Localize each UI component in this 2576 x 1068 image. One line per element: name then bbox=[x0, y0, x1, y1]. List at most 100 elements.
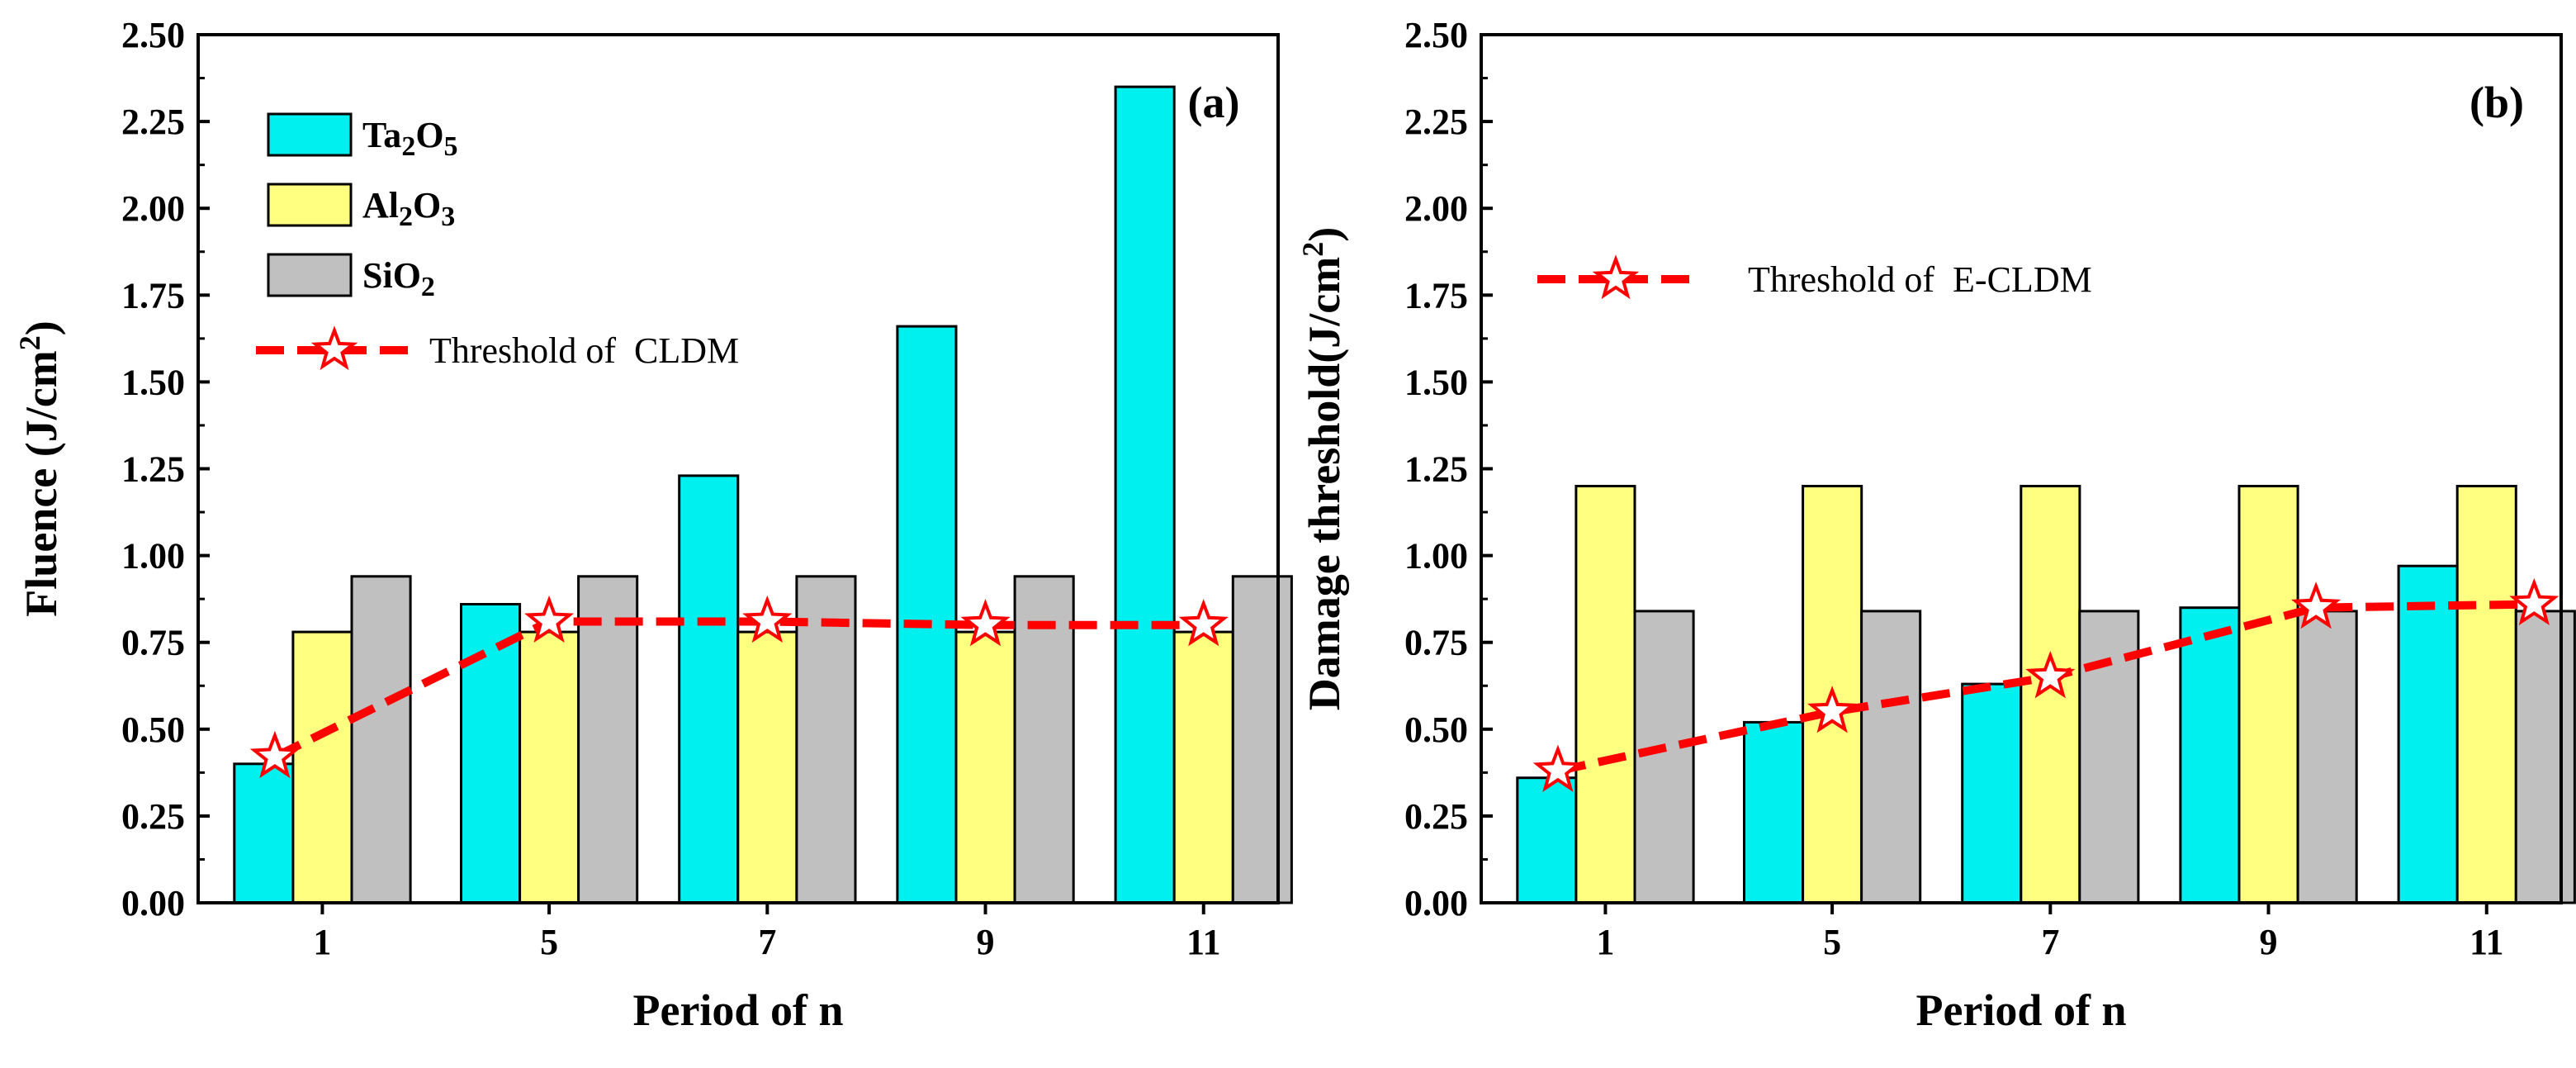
bar-Ta₂O₅-7 bbox=[678, 474, 740, 904]
legend-label-1: Al2O3 bbox=[362, 185, 455, 232]
bar-SiO₂-5 bbox=[577, 575, 639, 904]
bar-Al₂O₃-9 bbox=[954, 630, 1016, 904]
bar-Ta₂O₅-11 bbox=[2397, 564, 2459, 904]
legend-label-part: O bbox=[413, 185, 441, 225]
legend-label-part: 3 bbox=[441, 202, 455, 232]
bar-Ta₂O₅-1 bbox=[1516, 776, 1578, 904]
bar-Ta₂O₅-5 bbox=[1743, 720, 1805, 904]
chart-panel-0: 0.00 0.25 0.50 0.75 1.00 1.25 1.50 1.75 2.00 2.25… bbox=[13, 15, 1293, 1035]
y-tick-label: 0.25 bbox=[121, 796, 185, 837]
bar-Al₂O₃-11 bbox=[1172, 630, 1234, 904]
x-tick-label: 9 bbox=[2260, 922, 2278, 962]
y-tick-label: 2.50 bbox=[121, 15, 185, 55]
x-axis-title: Period of n bbox=[633, 985, 844, 1035]
x-tick-label: 5 bbox=[540, 922, 558, 962]
y-tick-label: 1.75 bbox=[1404, 275, 1468, 316]
legend-threshold-label: Threshold of CLDM bbox=[429, 330, 739, 371]
threshold-point-7 bbox=[2025, 651, 2076, 699]
bar-SiO₂-1 bbox=[1633, 610, 1695, 904]
legend-star-sample bbox=[1592, 254, 1640, 300]
threshold-point-1 bbox=[1532, 744, 1583, 792]
bar-Ta₂O₅-9 bbox=[896, 325, 958, 904]
bar-Al₂O₃-1 bbox=[1574, 485, 1636, 904]
y-tick-label: 1.25 bbox=[121, 449, 185, 490]
threshold-point-1 bbox=[249, 730, 300, 779]
bar-SiO₂-9 bbox=[2296, 610, 2358, 904]
y-tick-label: 2.00 bbox=[1404, 188, 1468, 229]
bar-Al₂O₃-1 bbox=[291, 630, 353, 904]
y-axis-title-text: Damage threshold(J/cm bbox=[1300, 257, 1349, 710]
x-tick-label: 7 bbox=[758, 922, 776, 962]
y-axis-title-text: Fluence (J/cm bbox=[17, 350, 66, 616]
bar-Ta₂O₅-9 bbox=[2179, 606, 2241, 904]
threshold-point-11 bbox=[2509, 577, 2559, 626]
y-tick-label: 0.50 bbox=[121, 710, 185, 750]
threshold-point-7 bbox=[742, 595, 793, 643]
y-axis-title-end: ) bbox=[17, 320, 66, 335]
y-tick-label: 1.00 bbox=[121, 536, 185, 577]
legend-label-part: 2 bbox=[401, 131, 415, 162]
y-tick-label: 0.00 bbox=[121, 883, 185, 923]
bar-SiO₂-7 bbox=[795, 575, 857, 904]
bar-Al₂O₃-7 bbox=[2020, 485, 2081, 904]
threshold-point-5 bbox=[524, 595, 575, 643]
x-tick-label: 7 bbox=[2041, 922, 2059, 962]
x-tick-label: 1 bbox=[313, 922, 331, 962]
panel-label: (a) bbox=[1188, 78, 1240, 127]
bar-Ta₂O₅-11 bbox=[1114, 85, 1176, 904]
x-tick-label: 11 bbox=[2469, 922, 2504, 962]
legend-label-2: SiO2 bbox=[362, 255, 435, 302]
bar-Ta₂O₅-5 bbox=[460, 603, 522, 904]
bar-Al₂O₃-11 bbox=[2455, 485, 2517, 904]
y-axis-title: Fluence (J/cm2) bbox=[13, 320, 66, 616]
y-tick-label: 1.00 bbox=[1404, 536, 1468, 577]
legend-star-sample bbox=[310, 325, 358, 371]
x-tick-label: 5 bbox=[1823, 922, 1841, 962]
y-tick-label: 0.50 bbox=[1404, 710, 1468, 750]
legend-swatch-0 bbox=[267, 112, 353, 157]
x-tick-label: 11 bbox=[1186, 922, 1221, 962]
legend-threshold-label: Threshold of E-CLDM bbox=[1748, 259, 2092, 300]
threshold-point-11 bbox=[1178, 599, 1229, 647]
bar-SiO₂-11 bbox=[1231, 575, 1293, 904]
bar-Al₂O₃-9 bbox=[2237, 485, 2299, 904]
legend-label-part: O bbox=[415, 115, 443, 155]
y-tick-label: 0.75 bbox=[121, 623, 185, 663]
y-tick-label: 1.25 bbox=[1404, 449, 1468, 490]
bar-Al₂O₃-5 bbox=[519, 630, 580, 904]
y-axis-title-sup: 2 bbox=[13, 335, 46, 350]
bar-Ta₂O₅-7 bbox=[1961, 682, 2023, 904]
y-tick-label: 1.75 bbox=[121, 275, 185, 316]
y-tick-label: 2.25 bbox=[121, 102, 185, 142]
legend-label-part: Ta bbox=[362, 115, 401, 155]
bar-SiO₂-1 bbox=[350, 575, 412, 904]
legend-swatch-1 bbox=[267, 183, 353, 227]
bar-SiO₂-11 bbox=[2514, 610, 2576, 904]
y-tick-label: 2.00 bbox=[121, 188, 185, 229]
x-tick-label: 9 bbox=[977, 922, 995, 962]
bar-Al₂O₃-7 bbox=[736, 630, 798, 904]
y-tick-label: 2.25 bbox=[1404, 102, 1468, 142]
y-tick-label: 0.00 bbox=[1404, 883, 1468, 923]
legend-label-part: Al bbox=[362, 185, 399, 225]
y-tick-label: 1.50 bbox=[121, 362, 185, 402]
bar-Ta₂O₅-1 bbox=[233, 762, 295, 904]
legend-label-0: Ta2O5 bbox=[362, 115, 458, 162]
bar-SiO₂-5 bbox=[1860, 610, 1922, 904]
panel-label: (b) bbox=[2469, 78, 2524, 127]
y-tick-label: 0.25 bbox=[1404, 796, 1468, 837]
threshold-point-9 bbox=[2291, 581, 2342, 629]
legend-label-part: 2 bbox=[421, 272, 435, 302]
legend-swatch-2 bbox=[267, 253, 353, 297]
y-tick-label: 0.75 bbox=[1404, 623, 1468, 663]
x-axis-title: Period of n bbox=[1916, 985, 2127, 1035]
legend-label-part: 2 bbox=[399, 202, 413, 232]
y-axis-title-sup: 2 bbox=[1296, 242, 1329, 257]
y-axis-title-end: ) bbox=[1300, 227, 1349, 242]
y-tick-label: 2.50 bbox=[1404, 15, 1468, 55]
legend-label-part: SiO bbox=[362, 255, 421, 296]
threshold-point-9 bbox=[960, 599, 1011, 647]
y-axis-title: Damage threshold(J/cm2) bbox=[1296, 227, 1349, 710]
legend-label-part: 5 bbox=[444, 131, 458, 162]
